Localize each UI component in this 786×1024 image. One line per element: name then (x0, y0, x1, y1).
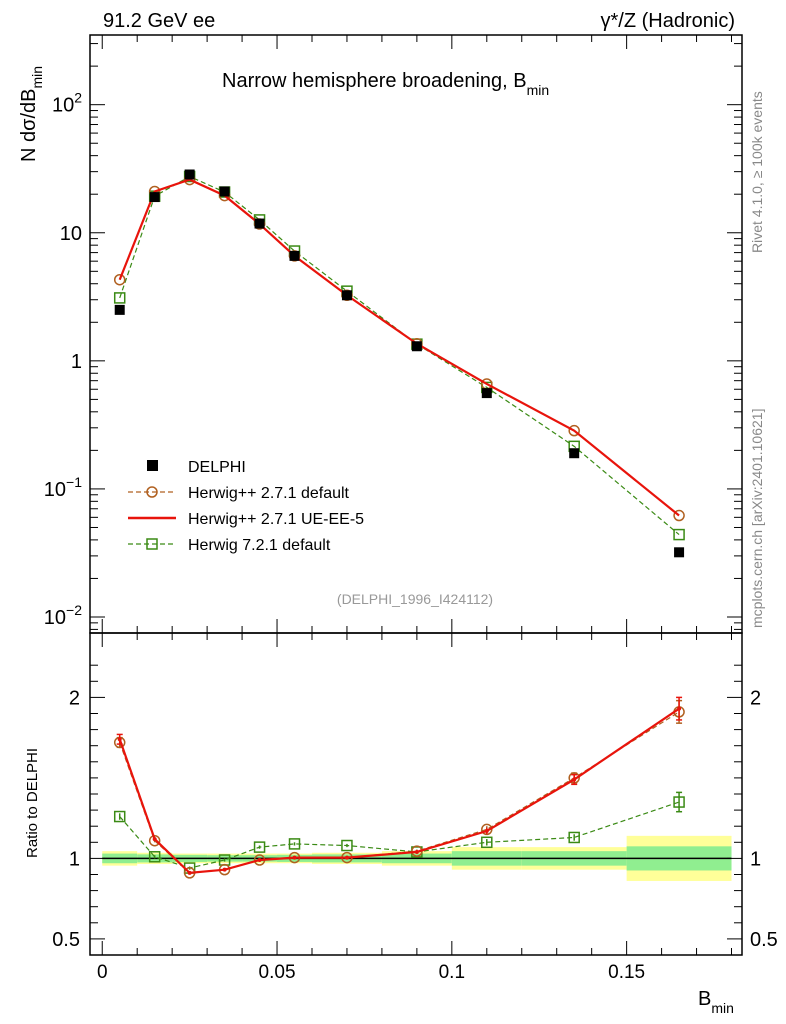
ratio-line (119, 801, 680, 869)
x-tick-label: 0.05 (259, 962, 296, 983)
data-point (114, 304, 125, 315)
main-title-text: Narrow hemisphere broadening, B (222, 70, 527, 92)
data-point (113, 273, 126, 286)
data-point (568, 424, 580, 437)
legend-marker-delphi (147, 460, 158, 471)
x-tick-label: 0.1 (439, 962, 465, 983)
mcplots-label: mcplots.cern.ch [arXiv:2401.10621] (749, 409, 765, 628)
ratio-panel: 0.5 0.5 1 1 2 2 Ratio to DELPHI (24, 632, 778, 956)
x-axis-label: Bmin (698, 988, 734, 1016)
y-tick-label: 10−1 (44, 474, 82, 501)
y-tick-label: 10 (60, 223, 82, 245)
x-tick-label: 0.15 (608, 962, 645, 983)
analysis-id: (DELPHI_1996_I424112) (337, 591, 493, 607)
x-tick-label: 0 (97, 962, 108, 983)
x-axis-label-sub: min (711, 1000, 734, 1016)
ratio-point (292, 855, 297, 860)
data-point (289, 250, 300, 261)
data-point (341, 290, 352, 301)
ratio-tick-label-left: 2 (69, 687, 80, 709)
ratio-point (152, 837, 157, 842)
ratio-point (344, 855, 349, 860)
rivet-label: Rivet 4.1.0, ≥ 100k events (749, 91, 765, 253)
data-point (569, 448, 580, 459)
ratio-point (341, 839, 353, 852)
ratio-ylabel: Ratio to DELPHI (24, 748, 41, 858)
energy-label: 91.2 GeV ee (103, 10, 215, 32)
data-point (411, 341, 422, 352)
ratio-point (257, 858, 262, 863)
main-ticks-layer: 10−2 10−1 1 10 102 (44, 35, 742, 633)
main-ylabel-sub: min (29, 66, 45, 89)
ratio-point (148, 834, 161, 847)
data-point (149, 192, 160, 203)
ratio-point (481, 836, 493, 849)
svg-text:N dσ/dBmin: N dσ/dBmin (18, 66, 45, 162)
ratio-tick-label-left: 0.5 (52, 929, 80, 951)
ratio-point (484, 829, 489, 834)
x-axis-label-text: B (698, 988, 711, 1010)
ratio-tick-label-right: 2 (750, 687, 761, 709)
legend-label: Herwig 7.2.1 default (188, 537, 331, 554)
ratio-point (288, 838, 301, 850)
ratio-band-layer (102, 835, 732, 881)
data-point (219, 186, 230, 197)
ratio-point (481, 823, 493, 836)
data-point (673, 528, 685, 541)
ratio-point (568, 831, 580, 844)
legend-label: Herwig++ 2.7.1 UE-EE-5 (188, 511, 364, 528)
ratio-point (572, 777, 577, 782)
ratio-tick-label-right: 0.5 (750, 929, 778, 951)
ratio-point (148, 851, 161, 863)
y-tick-label: 10−2 (44, 602, 82, 629)
legend-label: DELPHI (188, 459, 246, 476)
ratio-ticks-layer: 0.5 0.5 1 1 2 2 (52, 633, 778, 955)
legend-marker (146, 538, 158, 550)
y-tick-label: 102 (52, 90, 82, 117)
ratio-point (113, 810, 126, 823)
ratio-frame (89, 632, 743, 956)
ratio-point (414, 849, 419, 854)
ratio-point (117, 737, 122, 742)
legend-marker (146, 486, 158, 498)
ratio-point (253, 841, 266, 853)
data-point (674, 547, 685, 558)
data-point (113, 292, 126, 304)
main-series-layer (113, 169, 685, 558)
data-point (184, 169, 195, 180)
ratio-point (673, 796, 685, 808)
ratio-tick-label-right: 1 (750, 848, 761, 870)
main-panel: 10−2 10−1 1 10 102 Narrow hemisphere broaden… (18, 34, 743, 634)
ratio-point (222, 867, 227, 872)
main-title-sub: min (527, 82, 550, 98)
data-point (254, 218, 265, 229)
ratio-point (187, 870, 192, 875)
main-ylabel-text: N dσ/dB (18, 89, 40, 163)
legend: DELPHI Herwig++ 2.7.1 default Herwig++ 2.7… (128, 459, 364, 554)
series-line (119, 175, 680, 536)
process-label: γ*/Z (Hadronic) (601, 10, 735, 32)
ratio-series-layer (113, 696, 685, 879)
ratio-point (677, 706, 682, 711)
ratio-tick-label-left: 1 (69, 848, 80, 870)
legend-label: Herwig++ 2.7.1 default (188, 485, 350, 502)
main-title: Narrow hemisphere broadening, Bmin (222, 70, 549, 98)
data-point (481, 388, 492, 399)
x-tick-labels: 0 0.05 0.1 0.15 (97, 962, 645, 983)
data-point (673, 509, 685, 522)
main-ylabel: N dσ/dBmin (18, 66, 45, 162)
y-tick-label: 1 (71, 351, 82, 373)
